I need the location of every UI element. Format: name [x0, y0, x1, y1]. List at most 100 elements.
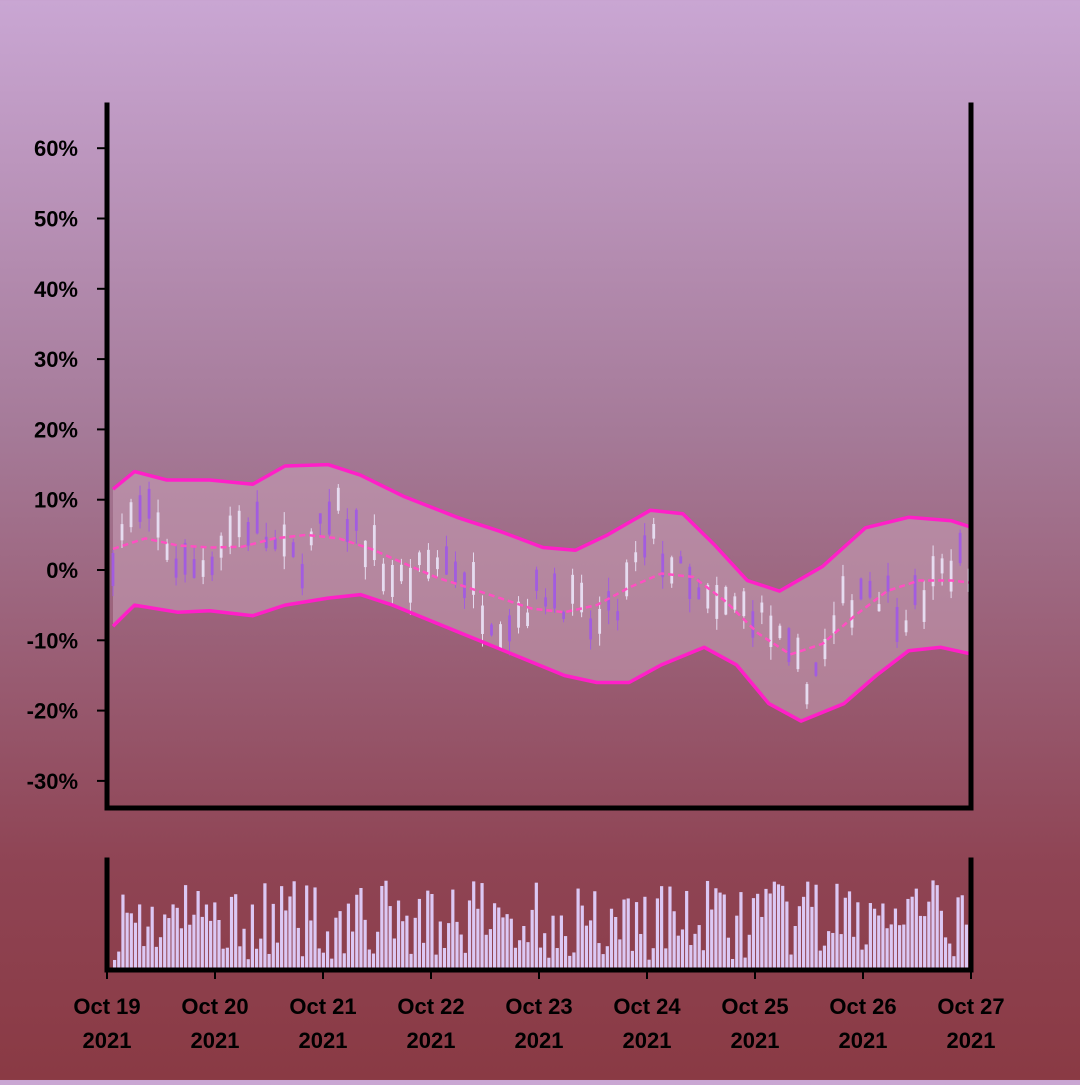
volume-bar: [204, 904, 209, 970]
volume-bar: [927, 901, 931, 970]
volume-bar: [175, 907, 179, 970]
candle-body: [805, 684, 809, 705]
y-tick-label: 30%: [34, 347, 78, 372]
volume-bar: [643, 896, 647, 970]
volume-bar: [680, 929, 685, 970]
volume-bar: [956, 897, 960, 970]
volume-bar: [626, 898, 630, 970]
volume-bar: [158, 937, 163, 970]
candle-body: [832, 615, 836, 634]
volume-bar: [447, 923, 451, 970]
y-tick-label: 40%: [34, 277, 78, 302]
volume-bar: [455, 921, 459, 970]
volume-bar: [309, 920, 313, 970]
candle-body: [652, 523, 656, 539]
volume-bar: [213, 902, 217, 970]
candle-body: [886, 575, 890, 592]
volume-bar: [284, 910, 288, 970]
volume-bar: [484, 934, 488, 970]
volume-bar: [793, 926, 797, 970]
volume-bar: [647, 959, 651, 970]
volume-bar: [217, 920, 221, 970]
volume-bar: [275, 942, 280, 970]
candle-body: [688, 566, 692, 599]
x-tick-label-date: Oct 27: [937, 994, 1004, 1019]
volume-bar: [434, 954, 438, 970]
volume-bar: [818, 950, 822, 970]
candle-body: [418, 552, 421, 566]
volume-bar: [413, 917, 417, 970]
volume-bar: [747, 934, 751, 970]
volume-bar: [459, 934, 463, 970]
volume-bar: [167, 918, 171, 970]
volume-bar: [221, 948, 225, 970]
volume-bar: [317, 948, 321, 970]
candle-body: [147, 488, 151, 519]
candle-body: [526, 612, 529, 627]
bollinger-lower-line: [111, 592, 971, 723]
candle-body: [273, 538, 277, 550]
volume-bar: [163, 914, 167, 970]
candle-body: [787, 628, 791, 663]
candle-body: [363, 540, 367, 568]
volume-bar: [200, 916, 204, 970]
candle-body: [814, 662, 818, 676]
y-tick-label: -20%: [27, 699, 78, 724]
candle-body: [616, 611, 620, 621]
candle-body: [129, 502, 133, 528]
candle-body: [850, 600, 854, 628]
candle-body: [733, 596, 737, 610]
volume-bar: [960, 895, 964, 970]
volume-bar: [835, 883, 839, 970]
volume-bar: [376, 931, 380, 970]
y-tick-label: 0%: [46, 558, 78, 583]
volume-bar: [860, 949, 864, 970]
candle-body: [859, 578, 863, 600]
candle-body: [508, 615, 511, 642]
candle-body: [201, 560, 205, 577]
volume-bar: [868, 903, 872, 970]
volume-bar: [831, 932, 835, 970]
candle-body: [120, 524, 124, 541]
volume-bar: [781, 885, 785, 970]
volume-bar: [325, 931, 330, 970]
volume-bar: [630, 950, 634, 970]
volume-bar: [948, 943, 952, 970]
candle-body: [598, 608, 602, 634]
volume-bar: [501, 917, 505, 970]
volume-bar: [877, 915, 881, 970]
volume-bar: [739, 892, 743, 970]
volume-bar: [668, 886, 672, 970]
candle-body: [138, 495, 142, 522]
volume-bar: [563, 936, 568, 970]
volume-bar: [939, 910, 943, 970]
volume-bar: [710, 909, 714, 970]
volume-bar: [768, 893, 772, 970]
candle-body: [760, 602, 764, 613]
volume-bar: [121, 894, 125, 970]
volume-bar: [363, 919, 367, 970]
volume-bar: [743, 957, 747, 970]
volume-bar: [346, 903, 351, 970]
candle-body: [580, 582, 584, 613]
volume-bar: [338, 911, 342, 970]
candle-body: [1031, 590, 1034, 615]
volume-bar: [321, 952, 325, 970]
x-tick-label-year: 2021: [191, 1028, 240, 1053]
candle-body: [1040, 618, 1043, 629]
volume-bar: [906, 898, 910, 970]
volume-bar: [952, 956, 956, 970]
volume-bar: [509, 918, 513, 970]
volume-bar: [547, 957, 551, 970]
candle-body: [156, 512, 160, 538]
candle-body: [571, 574, 575, 604]
candle-body: [895, 606, 899, 642]
volume-bar: [183, 885, 188, 970]
candle-body: [769, 615, 773, 648]
volume-bar: [497, 907, 501, 970]
volume-bar: [806, 881, 810, 970]
candle-body: [210, 556, 214, 576]
y-tick-label: 60%: [34, 136, 78, 161]
volume-bar: [931, 880, 935, 970]
